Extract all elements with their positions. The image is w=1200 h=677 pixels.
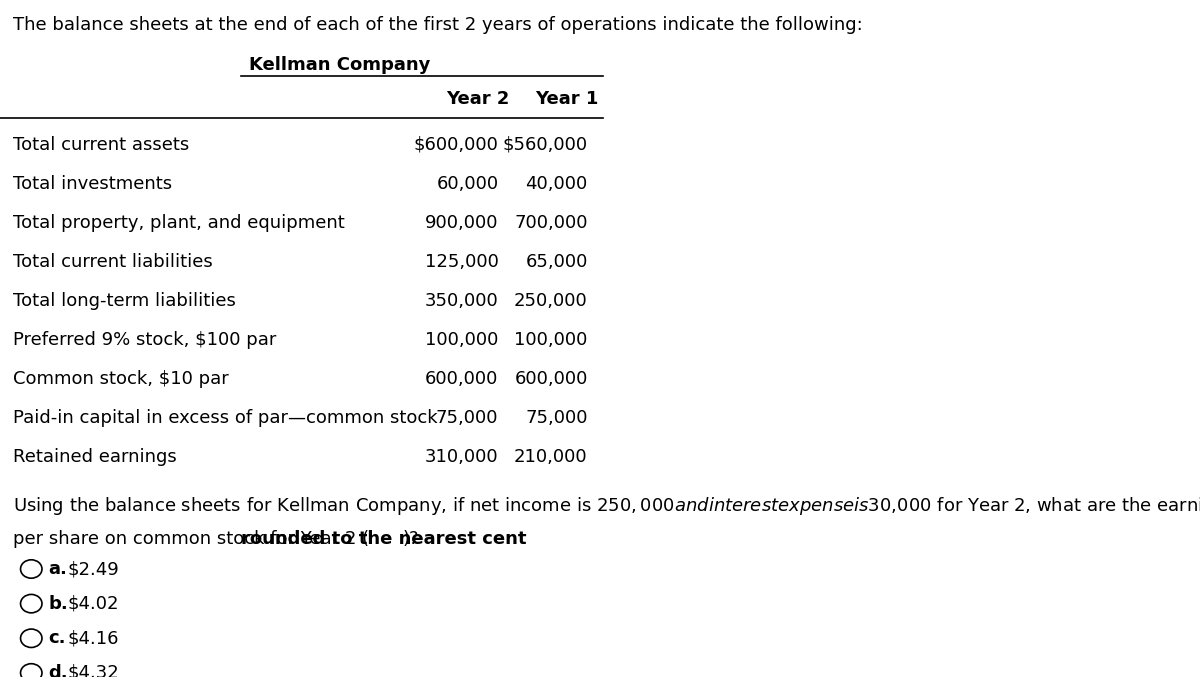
Text: 75,000: 75,000 xyxy=(436,409,498,427)
Text: The balance sheets at the end of each of the first 2 years of operations indicat: The balance sheets at the end of each of… xyxy=(13,16,863,35)
Text: $4.32: $4.32 xyxy=(68,664,120,677)
Text: rounded to the nearest cent: rounded to the nearest cent xyxy=(241,530,527,548)
Text: per share on common stock for Year 2 (: per share on common stock for Year 2 ( xyxy=(13,530,370,548)
Text: Kellman Company: Kellman Company xyxy=(248,56,430,74)
Text: 310,000: 310,000 xyxy=(425,448,498,466)
Text: d.: d. xyxy=(48,664,68,677)
Text: 65,000: 65,000 xyxy=(526,253,588,271)
Text: Common stock, $10 par: Common stock, $10 par xyxy=(13,370,229,388)
Text: Retained earnings: Retained earnings xyxy=(13,448,178,466)
Text: 40,000: 40,000 xyxy=(526,175,588,192)
Text: Total current liabilities: Total current liabilities xyxy=(13,253,214,271)
Text: )?: )? xyxy=(402,530,419,548)
Text: 350,000: 350,000 xyxy=(425,292,498,310)
Text: Year 1: Year 1 xyxy=(535,89,599,108)
Text: 700,000: 700,000 xyxy=(515,214,588,232)
Text: Total property, plant, and equipment: Total property, plant, and equipment xyxy=(13,214,346,232)
Text: $560,000: $560,000 xyxy=(503,135,588,154)
Text: Total investments: Total investments xyxy=(13,175,173,192)
Text: 210,000: 210,000 xyxy=(514,448,588,466)
Text: Paid-in capital in excess of par—common stock: Paid-in capital in excess of par—common … xyxy=(13,409,438,427)
Text: Using the balance sheets for Kellman Company, if net income is $250,000 and inte: Using the balance sheets for Kellman Com… xyxy=(13,496,1200,517)
Text: $4.16: $4.16 xyxy=(68,629,119,647)
Text: c.: c. xyxy=(48,629,66,647)
Text: 600,000: 600,000 xyxy=(515,370,588,388)
Text: 900,000: 900,000 xyxy=(425,214,498,232)
Text: Total current assets: Total current assets xyxy=(13,135,190,154)
Text: 100,000: 100,000 xyxy=(515,331,588,349)
Text: 600,000: 600,000 xyxy=(425,370,498,388)
Text: 100,000: 100,000 xyxy=(425,331,498,349)
Text: b.: b. xyxy=(48,594,68,613)
Text: $4.02: $4.02 xyxy=(68,594,119,613)
Text: a.: a. xyxy=(48,560,67,578)
Text: 125,000: 125,000 xyxy=(425,253,498,271)
Text: 60,000: 60,000 xyxy=(437,175,498,192)
Text: Preferred 9% stock, $100 par: Preferred 9% stock, $100 par xyxy=(13,331,277,349)
Text: Total long-term liabilities: Total long-term liabilities xyxy=(13,292,236,310)
Text: 250,000: 250,000 xyxy=(514,292,588,310)
Text: $600,000: $600,000 xyxy=(414,135,498,154)
Text: 75,000: 75,000 xyxy=(526,409,588,427)
Text: $2.49: $2.49 xyxy=(68,560,120,578)
Text: Year 2: Year 2 xyxy=(446,89,510,108)
